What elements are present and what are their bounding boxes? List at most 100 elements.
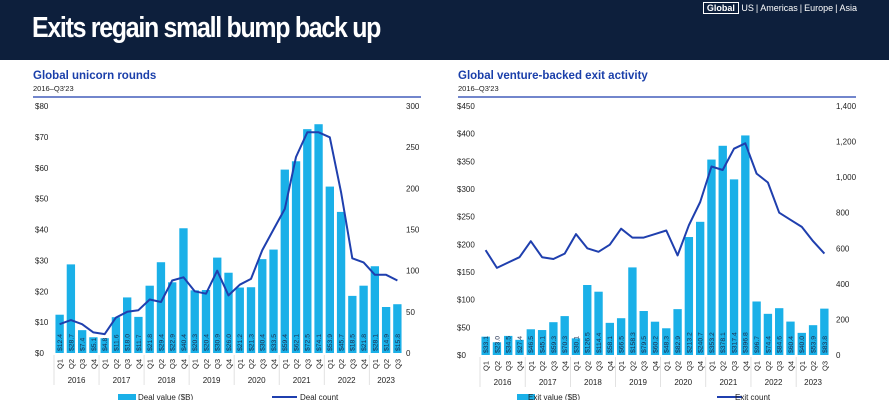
unicorn-bar [123, 297, 132, 353]
unicorn-bar-value-label: $7.4 [80, 338, 87, 351]
region-separator: | [799, 3, 803, 13]
unicorn-right-tick-label: 50 [406, 308, 415, 317]
unicorn-bar [55, 314, 64, 353]
exits-bar-value-label: $70.3 [562, 336, 569, 353]
unicorn-bar [156, 262, 166, 353]
exits-legend-line-label: Exit count [735, 393, 771, 400]
exits-bar [662, 328, 671, 355]
unicorn-bar-value-label: $11.7 [136, 334, 143, 351]
exits-bar-value-label: $79.5 [641, 336, 648, 353]
unicorn-bar [111, 317, 121, 353]
unicorn-left-tick-label: $0 [35, 349, 44, 358]
exits-bar-value-label: $82.9 [675, 336, 682, 353]
exits-bar [707, 159, 716, 355]
unicorn-bar-value-label: $53.9 [327, 334, 334, 351]
exits-year-label: 2022 [765, 378, 783, 387]
chart-title-unicorn: Global unicorn rounds [33, 70, 157, 82]
unicorn-bar-value-label: $18.5 [350, 334, 357, 351]
exits-bar [583, 285, 592, 355]
unicorn-quarter-label: Q2 [382, 359, 391, 369]
unicorn-quarter-label: Q1 [56, 359, 65, 369]
unicorn-left-tick-label: $30 [35, 256, 49, 265]
exits-right-tick-label: 1,400 [836, 102, 857, 111]
unicorn-bar [359, 285, 368, 353]
exits-bar-value-label: $46.5 [528, 336, 535, 353]
exits-bar [526, 329, 535, 355]
unicorn-bar [134, 316, 143, 353]
exits-right-tick-label: 1,200 [836, 138, 857, 147]
exits-quarter-label: Q3 [640, 361, 649, 371]
unicorn-bar [190, 290, 199, 353]
unicorn-right-tick-label: 150 [406, 226, 420, 235]
exits-quarter-label: Q1 [662, 361, 671, 371]
exits-bar-value-label: $40.0 [799, 336, 806, 353]
unicorn-bar [314, 124, 323, 353]
unicorn-bar-value-label: $28.7 [68, 334, 75, 351]
region-asia[interactable]: Asia [839, 3, 857, 13]
exits-quarter-label: Q3 [549, 361, 558, 371]
region-americas[interactable]: Americas [760, 3, 798, 13]
exits-left-tick-label: $450 [457, 102, 475, 111]
exits-bar-value-label: $96.7 [754, 336, 761, 353]
unicorn-bar [66, 264, 76, 353]
unicorn-left-tick-label: $50 [35, 195, 49, 204]
exits-left-tick-label: $100 [457, 296, 475, 305]
unicorn-quarter-label: Q4 [89, 359, 98, 369]
exits-bar [537, 330, 547, 355]
exits-quarter-label: Q1 [798, 361, 807, 371]
exits-quarter-label: Q2 [674, 361, 683, 371]
unicorn-quarter-label: Q3 [303, 359, 312, 369]
chart-title-exits: Global venture-backed exit activity [458, 70, 648, 82]
exits-quarter-label: Q1 [707, 361, 716, 371]
exits-year-label: 2016 [494, 378, 512, 387]
exits-bar [729, 179, 739, 355]
unicorn-bar-value-label: $26.0 [226, 334, 233, 351]
exits-bar-value-label: $396.8 [743, 332, 750, 353]
exits-bar [797, 332, 806, 355]
unicorn-quarter-label: Q1 [191, 359, 200, 369]
exits-left-tick-label: $200 [457, 240, 475, 249]
exits-right-tick-label: 200 [836, 315, 850, 324]
region-us[interactable]: US [741, 3, 754, 13]
region-global[interactable]: Global [702, 2, 739, 14]
exits-bar [650, 321, 660, 355]
unicorn-quarter-label: Q2 [157, 359, 166, 369]
exits-bar-value-label: $58.1 [607, 336, 614, 353]
unicorn-quarter-label: Q2 [247, 359, 256, 369]
unicorn-year-label: 2016 [68, 376, 86, 385]
exits-quarter-label: Q1 [753, 361, 762, 371]
exits-bar [695, 221, 705, 355]
unicorn-bar [291, 161, 301, 353]
unicorn-left-tick-label: $70 [35, 133, 49, 142]
unicorn-quarter-label: Q1 [236, 359, 245, 369]
exits-bar [752, 301, 761, 355]
unicorn-bar-value-label: $21.2 [237, 334, 244, 351]
exits-bar [492, 342, 502, 355]
exits-quarter-label: Q2 [764, 361, 773, 371]
exits-year-label: 2020 [674, 378, 692, 387]
exits-bar-value-label: $84.6 [777, 336, 784, 353]
exits-bar-value-label: $126.5 [585, 332, 592, 353]
exits-bar-value-label: $60.4 [788, 336, 795, 353]
unicorn-year-label: 2023 [377, 376, 395, 385]
region-europe[interactable]: Europe [804, 3, 834, 13]
chart-subtitle-exits: 2016–Q3'23 [458, 84, 499, 93]
unicorn-bar-value-label: $12.4 [57, 334, 64, 351]
unicorn-year-label: 2018 [158, 376, 176, 385]
unicorn-bar-value-label: $29.4 [158, 334, 165, 351]
exits-right-tick-label: 0 [836, 351, 841, 360]
unicorn-legend-bar-swatch [118, 394, 136, 400]
exits-bar [571, 338, 581, 355]
exits-year-label: 2023 [804, 378, 822, 387]
exits-year-label: 2017 [539, 378, 557, 387]
unicorn-right-tick-label: 200 [406, 184, 420, 193]
unicorn-bar [100, 338, 109, 353]
unicorn-bar-value-label: $72.5 [305, 334, 312, 351]
exits-left-tick-label: $0 [457, 351, 466, 360]
unicorn-legend-bar-label: Deal value ($B) [138, 393, 193, 400]
unicorn-bar-value-label: $15.8 [395, 334, 402, 351]
unicorn-quarter-label: Q2 [292, 359, 301, 369]
unicorn-bar [77, 330, 87, 353]
exits-legend-bar-label: Exit value ($B) [528, 393, 580, 400]
